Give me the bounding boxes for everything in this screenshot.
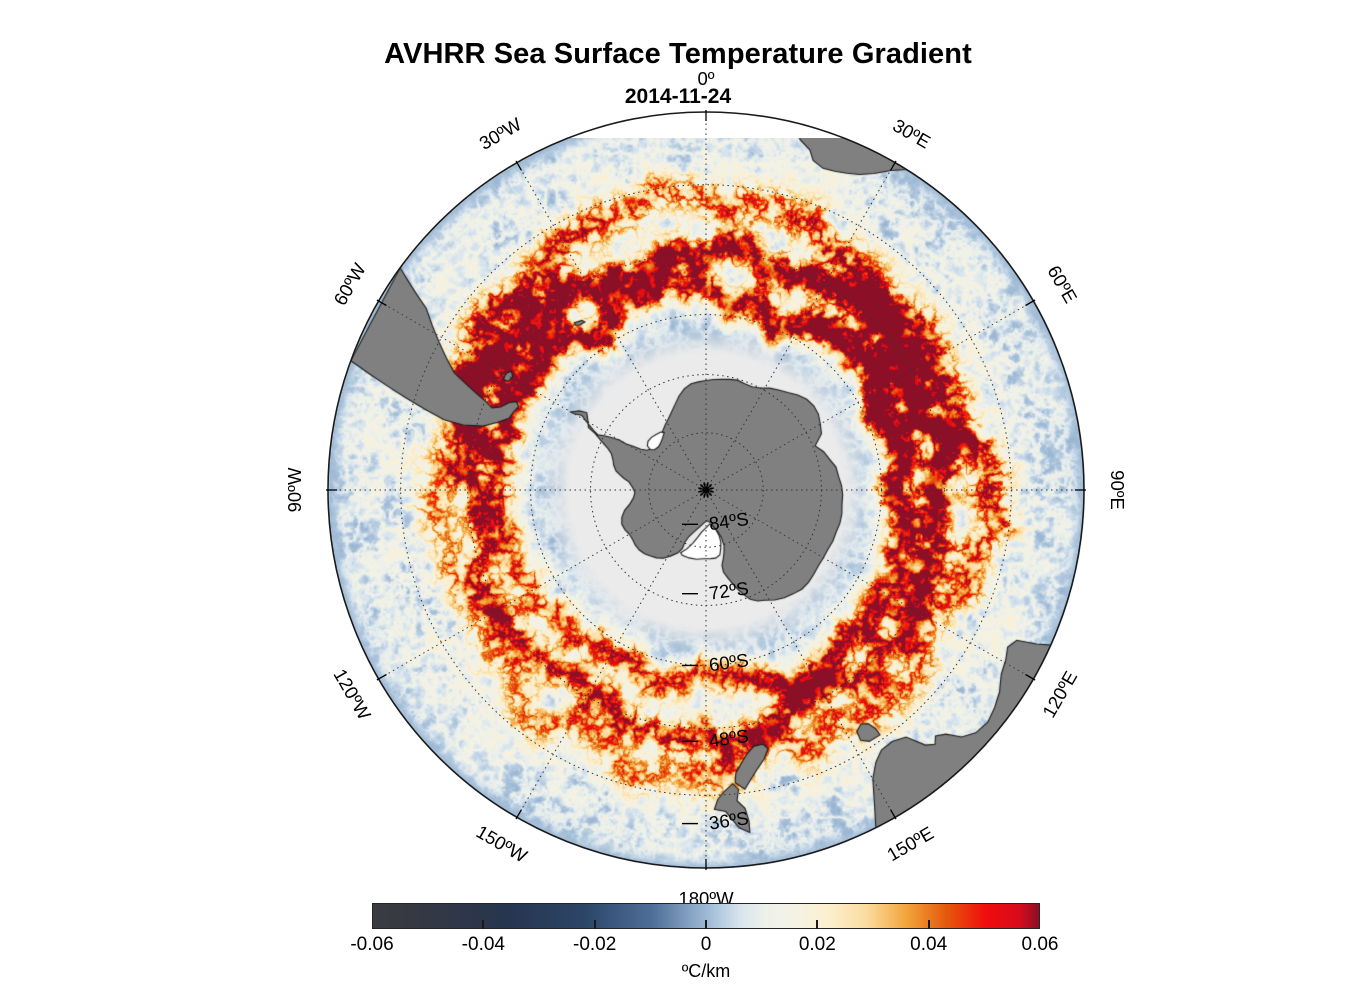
latitude-label: 60ºS: [708, 649, 750, 675]
graticule-meridian: [516, 489, 707, 818]
longitude-label: 150ºW: [473, 821, 532, 867]
colorbar-tick-label: -0.04: [461, 934, 505, 955]
longitude-label: 30ºE: [889, 115, 934, 153]
colorbar-unit-label: ºC/km: [681, 961, 731, 981]
colorbar-tick-label: 0.04: [910, 934, 948, 955]
colorbar-tick: [371, 920, 373, 929]
longitude-label: 90ºW: [284, 467, 305, 512]
longitude-label: 60ºE: [1043, 262, 1081, 307]
graticule-parallel: [467, 251, 945, 729]
colorbar-tick: [593, 920, 596, 929]
longitude-label: 60ºW: [329, 259, 370, 309]
page-title: AVHRR Sea Surface Temperature Gradient: [384, 38, 972, 70]
graticule-meridian: [378, 489, 707, 680]
colorbar-tick-label: -0.02: [573, 934, 617, 955]
colorbar-tick-label: 0.06: [1021, 934, 1059, 955]
latitude-label: 48ºS: [708, 725, 750, 751]
latitude-label: 36ºS: [708, 807, 750, 833]
colorbar-tick-label: -0.06: [350, 934, 394, 955]
longitude-tick: [376, 673, 387, 681]
sst-gradient-heatmap: [328, 138, 1088, 882]
graticule-parallel: [648, 432, 764, 548]
longitude-tick: [515, 809, 523, 820]
longitude-label: 150ºE: [883, 822, 937, 865]
colorbar-tick: [1039, 920, 1041, 929]
longitude-tick: [889, 160, 897, 171]
longitude-tick: [889, 809, 897, 820]
colorbar-tick-labels: -0.06 -0.04 -0.02 0 0.02 0.04 0.06: [350, 934, 1058, 960]
longitude-label: 120ºE: [1038, 667, 1081, 721]
graticule-meridian: [705, 300, 1034, 491]
longitude-label: 120ºW: [329, 665, 375, 724]
colorbar-tick: [927, 920, 930, 929]
longitude-tick: [515, 160, 523, 171]
longitude-label: 30ºW: [476, 113, 526, 154]
graticule-meridian: [516, 162, 707, 491]
polar-map-panel: 0º 30ºE 60ºE 90ºE 120ºE 150ºE 180ºW 150ºW 120ºW 9…: [284, 68, 1128, 909]
south-pole-marker-icon: [698, 482, 714, 498]
graticule-meridian: [705, 489, 896, 818]
latitude-label: 84ºS: [708, 508, 750, 534]
colorbar-tick: [482, 920, 485, 929]
longitude-tick: [1025, 299, 1036, 307]
latitude-label: 72ºS: [708, 577, 750, 603]
graticule-meridian: [705, 489, 1034, 680]
longitude-label: 180ºW: [678, 888, 734, 909]
figure-subtitle-date: 2014-11-24: [624, 85, 732, 108]
colorbar-tick-label: 0.02: [798, 934, 836, 955]
longitude-label: 90ºE: [1107, 470, 1128, 510]
longitude-tick: [376, 299, 387, 307]
map-graticule-overlay: 0º 30ºE 60ºE 90ºE 120ºE 150ºE 180ºW 150ºW 120ºW 9…: [284, 68, 1128, 909]
colorbar-tick: [816, 920, 819, 929]
colorbar-tick-label: 0: [700, 934, 712, 955]
graticule-meridian: [705, 162, 896, 491]
colorbar-tick: [705, 920, 707, 929]
longitude-tick: [1025, 673, 1036, 681]
longitude-label: 0º: [697, 68, 714, 89]
graticule-meridian: [378, 300, 707, 491]
